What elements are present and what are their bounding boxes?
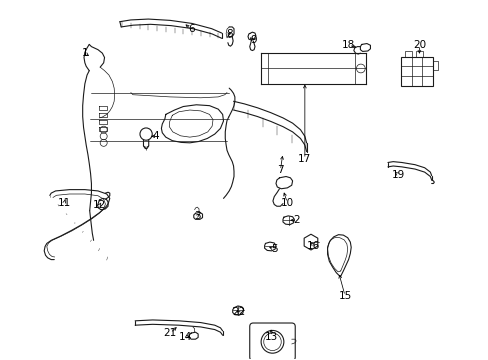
Text: 15: 15 bbox=[338, 291, 351, 301]
Text: 12: 12 bbox=[93, 201, 106, 210]
Text: 14: 14 bbox=[178, 332, 191, 342]
Text: 9: 9 bbox=[249, 35, 256, 45]
Text: 1: 1 bbox=[81, 48, 88, 58]
Text: 6: 6 bbox=[187, 24, 194, 34]
Text: 21: 21 bbox=[163, 328, 177, 338]
Bar bbox=[405, 51, 411, 57]
Text: 5: 5 bbox=[270, 244, 277, 254]
Text: 18: 18 bbox=[341, 40, 354, 50]
Text: 19: 19 bbox=[391, 170, 404, 180]
Text: 16: 16 bbox=[306, 240, 320, 251]
Text: 4: 4 bbox=[153, 131, 159, 141]
Text: 3: 3 bbox=[194, 211, 200, 221]
Text: 7: 7 bbox=[277, 165, 283, 175]
Text: 8: 8 bbox=[225, 29, 232, 39]
Text: 13: 13 bbox=[264, 332, 278, 342]
Text: 20: 20 bbox=[412, 40, 425, 50]
Text: 10: 10 bbox=[280, 198, 293, 208]
Text: 22: 22 bbox=[231, 307, 244, 317]
Text: 11: 11 bbox=[58, 198, 71, 208]
Text: 2: 2 bbox=[293, 215, 300, 225]
Text: 17: 17 bbox=[298, 154, 311, 164]
Bar bbox=[400, 57, 432, 86]
Bar bbox=[415, 51, 422, 57]
